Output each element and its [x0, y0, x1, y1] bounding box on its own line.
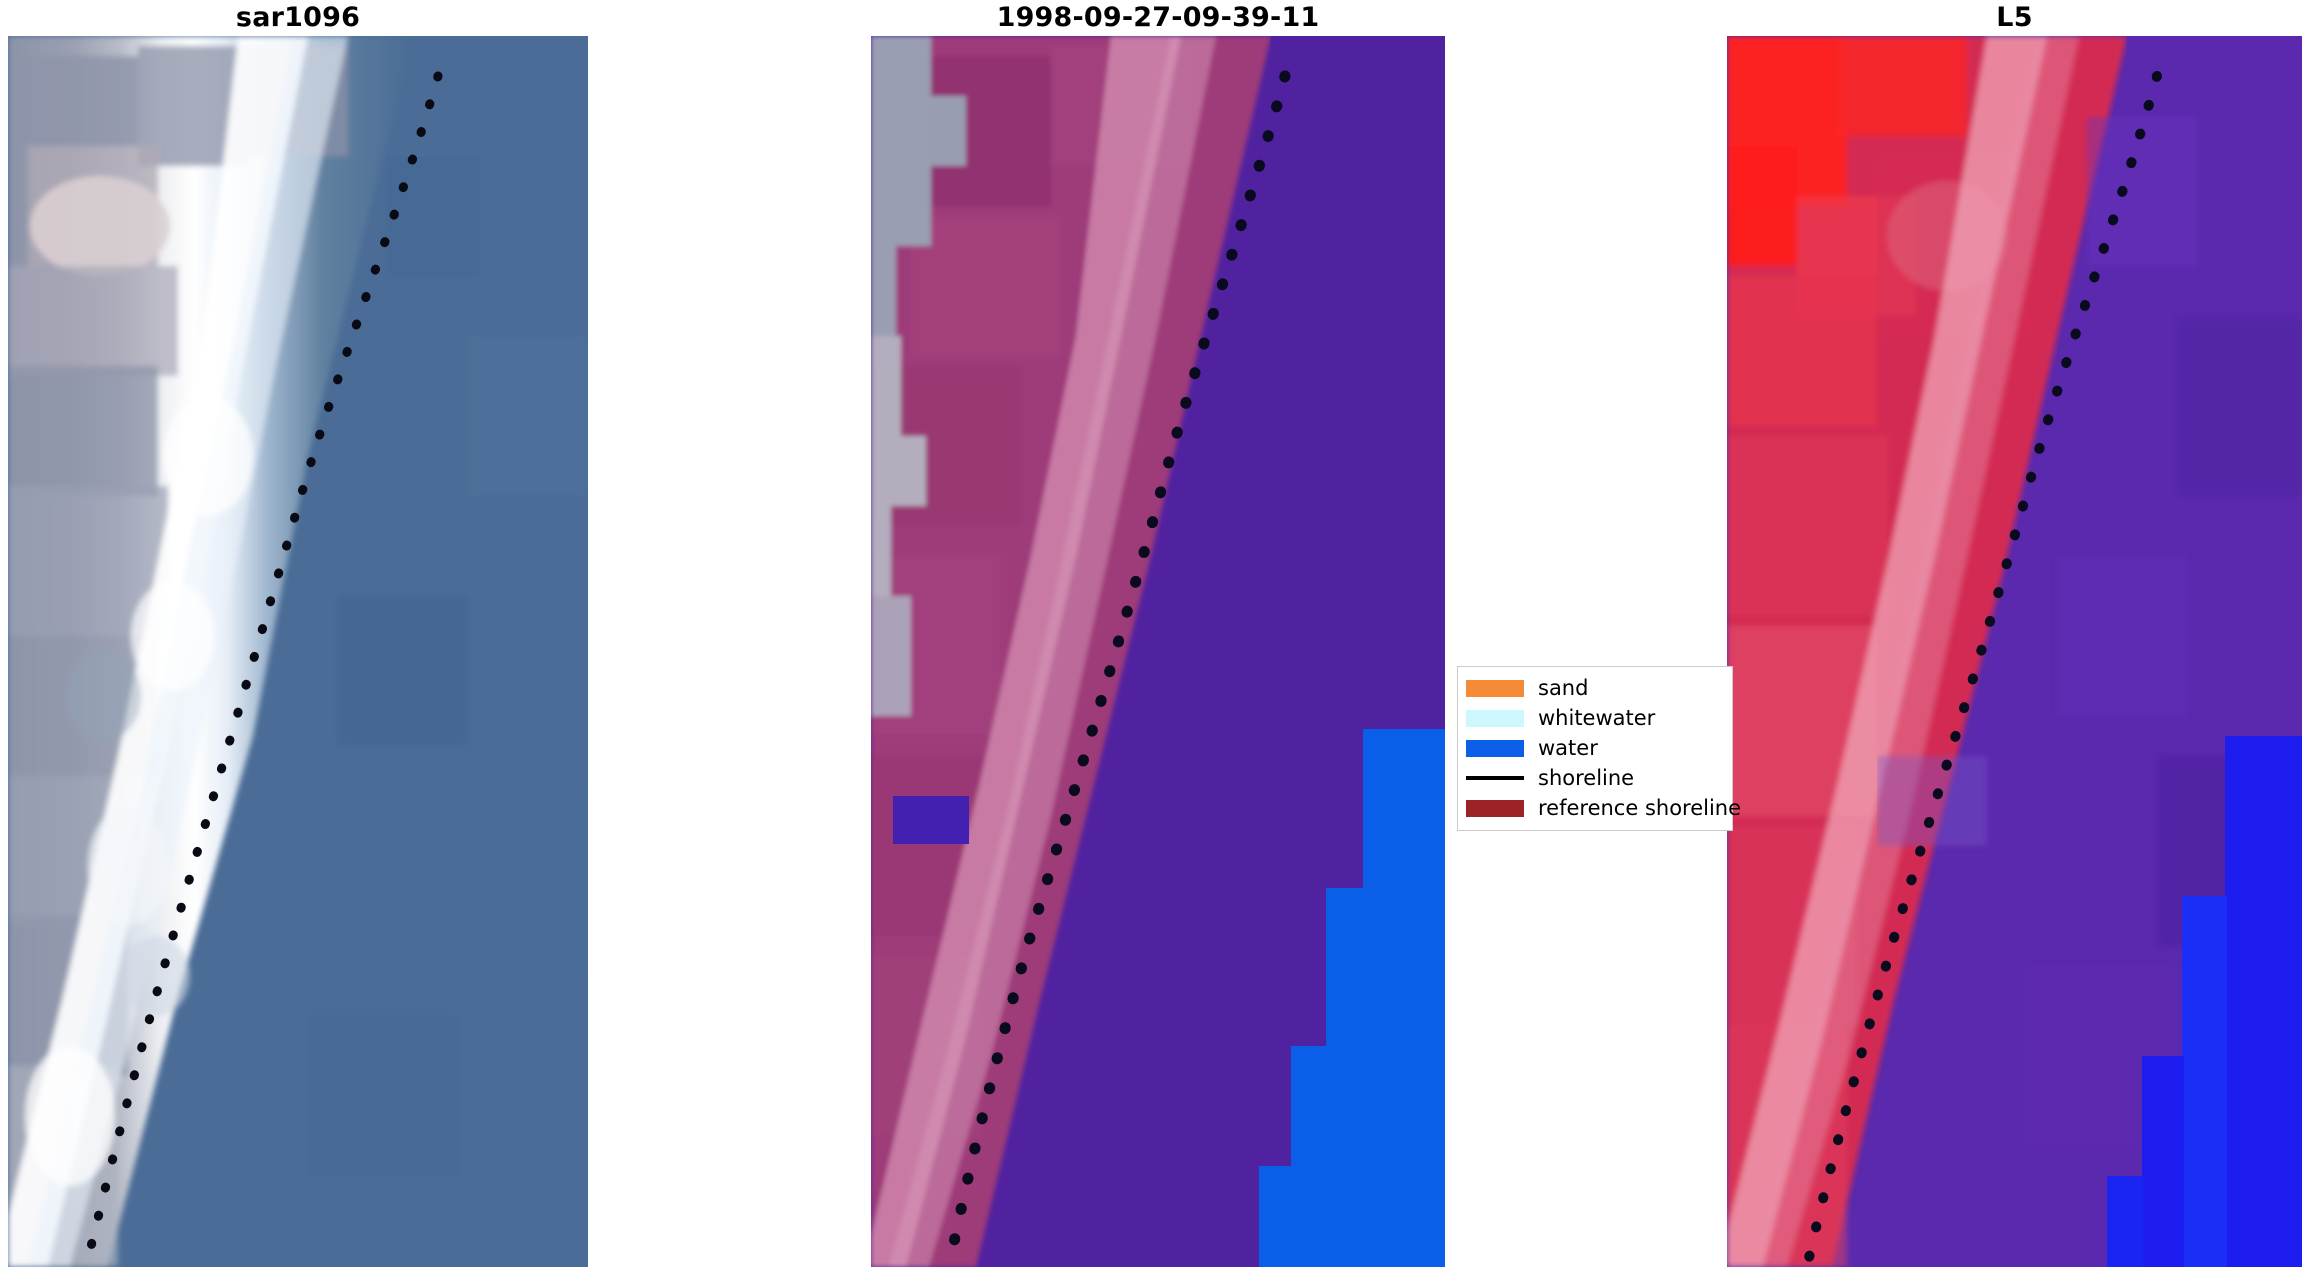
shoreline-line-icon: [1466, 776, 1524, 780]
l5-water-patch: [2107, 736, 2302, 1267]
legend-item-sand: sand: [1466, 673, 1724, 703]
l5-raster: [1727, 36, 2302, 1267]
reference-shoreline-swatch-icon: [1466, 799, 1524, 817]
legend-label-whitewater: whitewater: [1538, 705, 1656, 730]
sar-raster: [8, 36, 588, 1267]
legend-label-sand: sand: [1538, 675, 1589, 700]
panel-title-classification: 1998-09-27-09-39-11: [996, 2, 1320, 33]
classification-raster: [871, 36, 1445, 1267]
legend-item-water: water: [1466, 733, 1724, 763]
water-swatch-icon: [1466, 739, 1524, 757]
legend-item-shoreline: shoreline: [1466, 763, 1724, 793]
legend-box: sand whitewater water shoreline referenc…: [1457, 666, 1741, 831]
whitewater-swatch-icon: [1466, 709, 1524, 727]
water-class-patch: [1259, 729, 1445, 1267]
legend-item-reference-shoreline: reference shoreline: [1466, 793, 1741, 823]
legend-label-shoreline: shoreline: [1538, 765, 1635, 790]
legend-label-reference-shoreline: reference shoreline: [1538, 795, 1742, 820]
panel-sar-image: [8, 36, 588, 1267]
legend-label-water: water: [1538, 735, 1598, 760]
panel-title-l5: L5: [1996, 2, 2033, 33]
panel-l5-image: [1727, 36, 2302, 1267]
sand-swatch-icon: [1466, 679, 1524, 697]
panel-title-sar: sar1096: [235, 2, 361, 33]
panel-classification-image: [871, 36, 1445, 1267]
legend-item-whitewater: whitewater: [1466, 703, 1724, 733]
